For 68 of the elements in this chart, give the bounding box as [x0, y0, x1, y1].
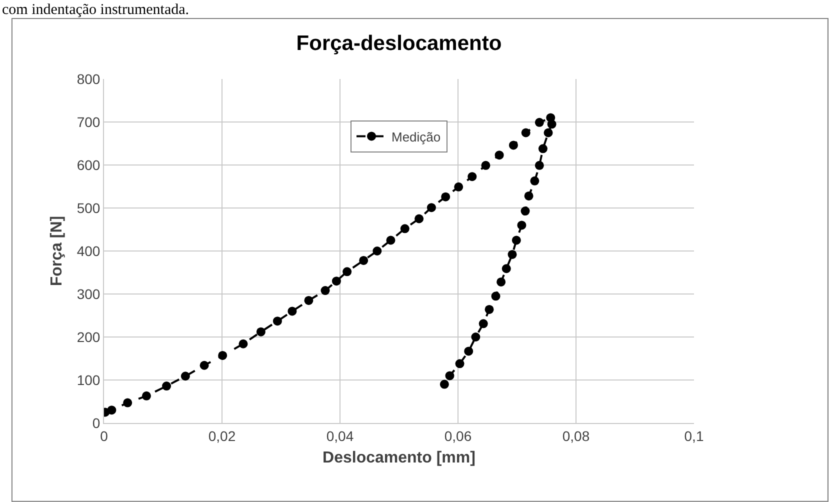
point: [502, 264, 511, 274]
point: [471, 332, 480, 342]
point: [521, 128, 530, 138]
point: [320, 286, 330, 296]
point: [484, 304, 494, 314]
point: [445, 371, 454, 380]
point: [538, 144, 548, 154]
y-tick-label: 800: [76, 70, 100, 87]
x-tick-label: 0,04: [326, 428, 354, 444]
point: [142, 391, 151, 400]
point: [400, 224, 410, 234]
chart-title: Força-deslocamento: [296, 32, 502, 55]
point: [517, 220, 526, 230]
y-tick-label: 100: [76, 372, 100, 388]
point: [414, 214, 424, 224]
y-tick-label: 300: [76, 286, 100, 302]
point: [508, 140, 518, 150]
point: [123, 398, 132, 408]
point: [342, 267, 352, 276]
x-tick-label: 0,06: [444, 428, 472, 444]
text: com indentação instrumentada.: [2, 2, 190, 18]
point: [107, 406, 116, 415]
point: [372, 246, 382, 256]
point: [455, 359, 464, 368]
point: [359, 256, 368, 265]
point: [524, 191, 534, 200]
y-axis-title: Força [N]: [48, 216, 66, 286]
point: [386, 236, 396, 245]
x-tick-label: 0,1: [684, 428, 704, 444]
y-tick-label: 0: [92, 414, 100, 431]
point: [468, 172, 477, 182]
point: [481, 160, 490, 170]
point: [304, 296, 314, 305]
point: [464, 346, 474, 356]
point: [508, 250, 517, 259]
point: [441, 192, 450, 202]
y-tick-label: 600: [76, 156, 100, 173]
point: [238, 339, 248, 348]
point: [544, 128, 553, 138]
point: [530, 176, 540, 186]
x-tick-label: 0,02: [208, 428, 236, 444]
point: [478, 319, 488, 328]
y-tick-label: 400: [76, 242, 100, 259]
x-axis-title: Deslocamento [mm]: [322, 450, 476, 466]
point: [272, 316, 282, 326]
y-tick-label: 500: [76, 200, 100, 216]
x-tick-label: 0,08: [562, 428, 590, 444]
y-tick-label: 200: [76, 328, 100, 345]
point: [512, 236, 521, 245]
point: [547, 120, 556, 129]
point: [426, 203, 436, 212]
point: [288, 306, 297, 316]
point: [218, 350, 228, 360]
point: [332, 276, 341, 286]
point: [534, 118, 544, 127]
point: [454, 182, 464, 192]
point: [520, 206, 530, 216]
y-tick-label: 700: [76, 114, 100, 130]
legend-label: Medição: [392, 129, 441, 144]
point: [162, 382, 172, 391]
point: [256, 327, 266, 336]
point: [534, 160, 544, 170]
point: [200, 360, 209, 370]
point: [491, 292, 500, 301]
point: [440, 380, 449, 389]
point: [180, 372, 190, 381]
point: [496, 277, 506, 286]
point: [494, 150, 504, 160]
